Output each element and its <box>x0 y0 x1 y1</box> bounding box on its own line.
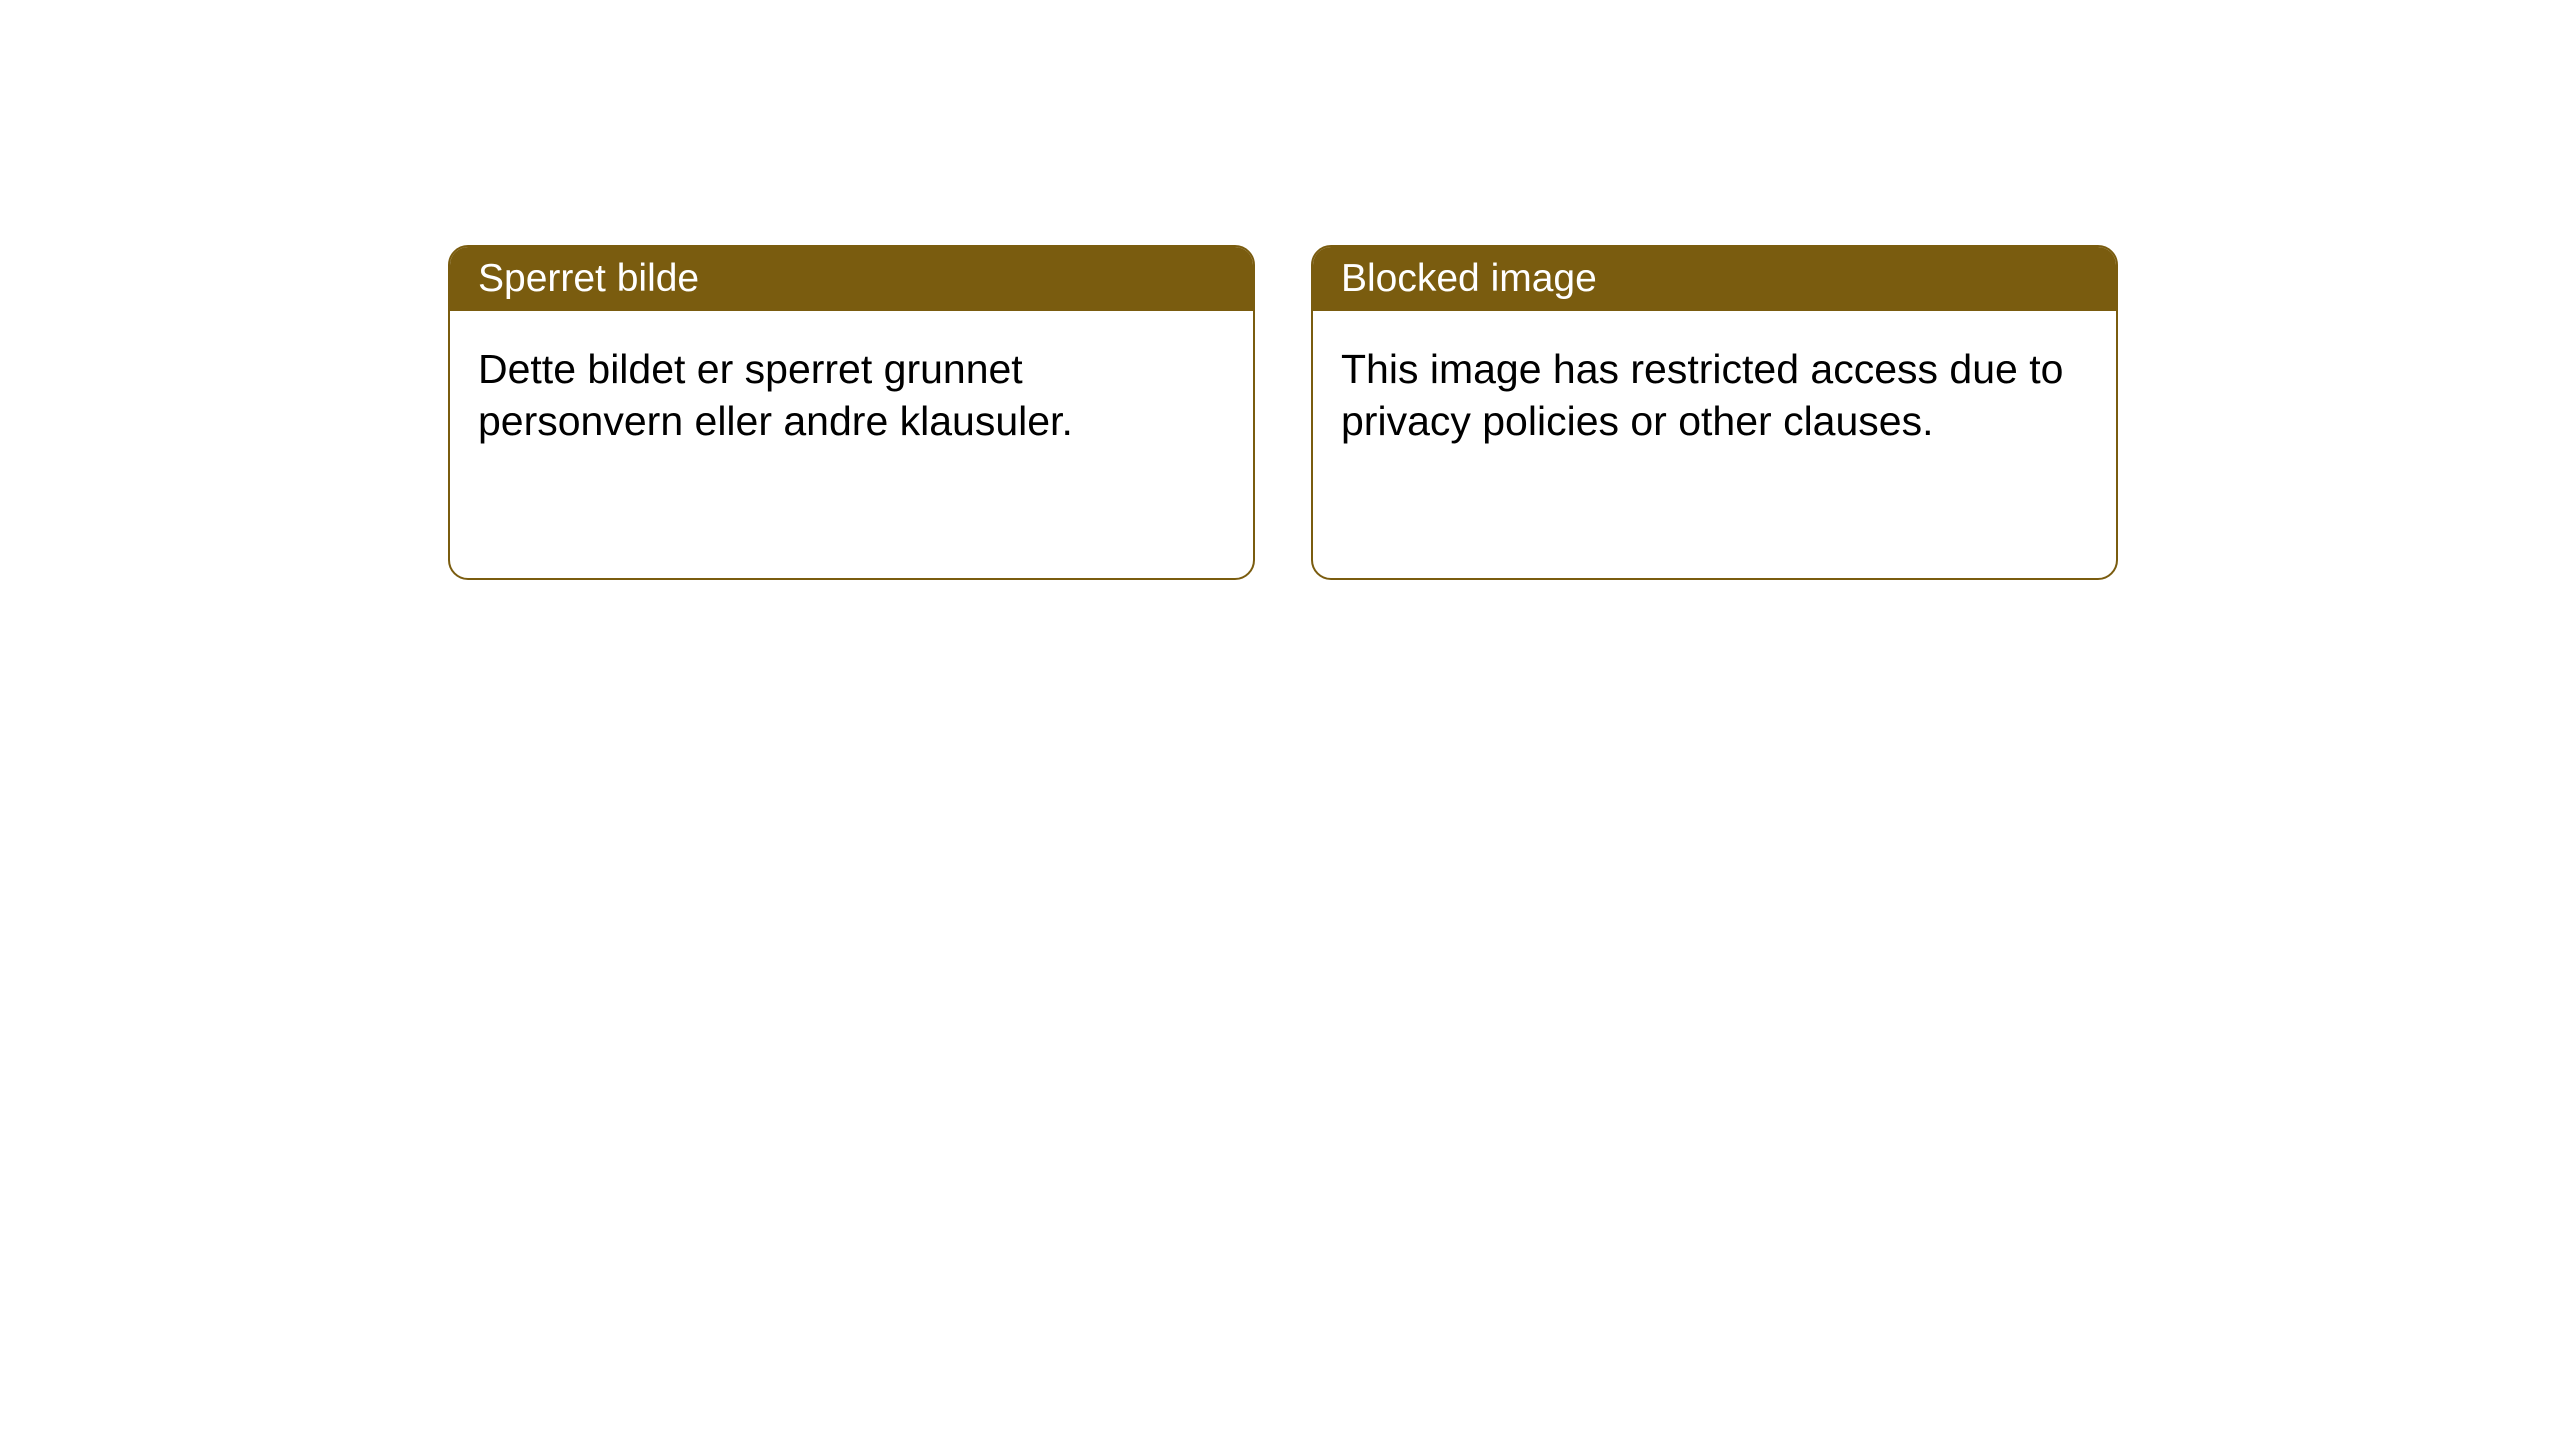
notice-body: Dette bildet er sperret grunnet personve… <box>450 311 1253 480</box>
notice-container: Sperret bilde Dette bildet er sperret gr… <box>0 0 2560 580</box>
notice-header: Blocked image <box>1313 247 2116 311</box>
notice-header: Sperret bilde <box>450 247 1253 311</box>
notice-card-english: Blocked image This image has restricted … <box>1311 245 2118 580</box>
notice-body: This image has restricted access due to … <box>1313 311 2116 480</box>
notice-card-norwegian: Sperret bilde Dette bildet er sperret gr… <box>448 245 1255 580</box>
